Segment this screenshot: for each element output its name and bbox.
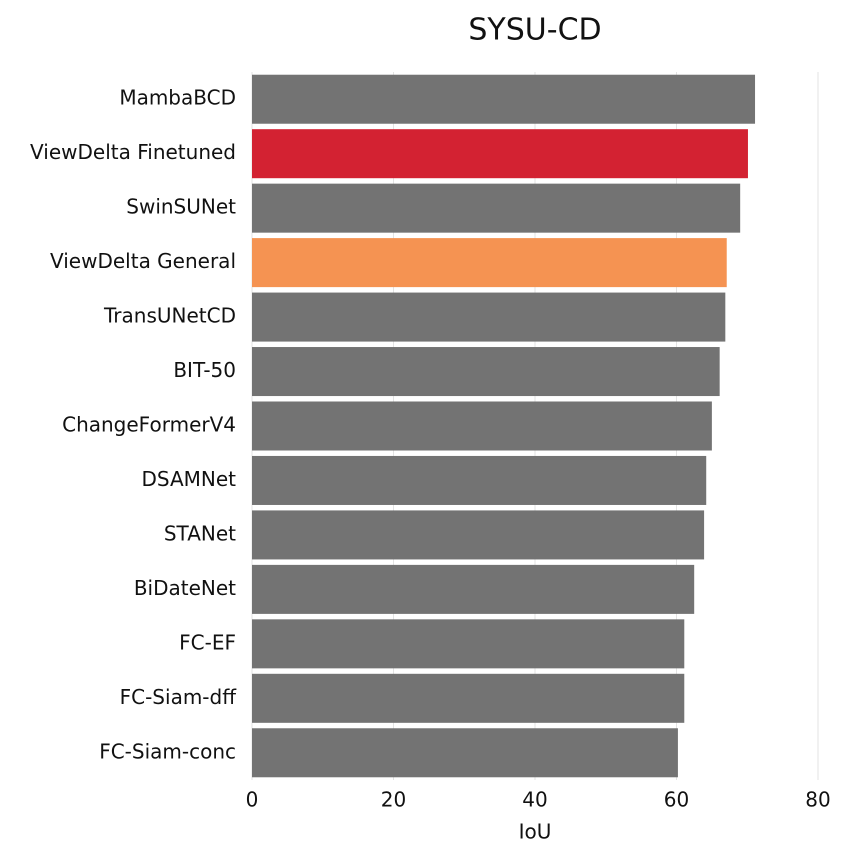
x-axis-label: IoU (519, 820, 552, 844)
bar (252, 347, 720, 397)
y-tick-label: BIT-50 (173, 358, 236, 382)
y-tick-label: FC-Siam-dff (120, 685, 238, 709)
y-tick-label: FC-EF (179, 630, 236, 654)
y-tick-label: TransUNetCD (103, 304, 236, 328)
y-tick-label: BiDateNet (134, 576, 236, 600)
bar (252, 673, 685, 723)
y-tick-label: DSAMNet (141, 467, 236, 491)
y-tick-label: ChangeFormerV4 (62, 413, 236, 437)
bar (252, 183, 741, 233)
x-tick-label: 40 (522, 788, 547, 812)
bar (252, 564, 695, 614)
x-tick-label: 60 (664, 788, 689, 812)
y-tick-label: ViewDelta Finetuned (30, 140, 236, 164)
bar (252, 728, 678, 778)
bar (252, 510, 705, 560)
y-tick-label: MambaBCD (119, 86, 236, 110)
bar (252, 74, 756, 124)
bar (252, 455, 707, 505)
y-tick-label: FC-Siam-conc (99, 739, 236, 763)
bar (252, 129, 748, 179)
y-tick-label: SwinSUNet (126, 195, 236, 219)
x-tick-label: 80 (805, 788, 830, 812)
x-tick-label: 20 (381, 788, 406, 812)
bar (252, 238, 727, 288)
y-tick-label: STANet (164, 521, 236, 545)
bar (252, 401, 712, 451)
chart-title: SYSU-CD (468, 13, 601, 48)
x-tick-label: 0 (246, 788, 259, 812)
bar (252, 619, 685, 669)
y-tick-label: ViewDelta General (50, 249, 236, 273)
bar (252, 292, 726, 342)
